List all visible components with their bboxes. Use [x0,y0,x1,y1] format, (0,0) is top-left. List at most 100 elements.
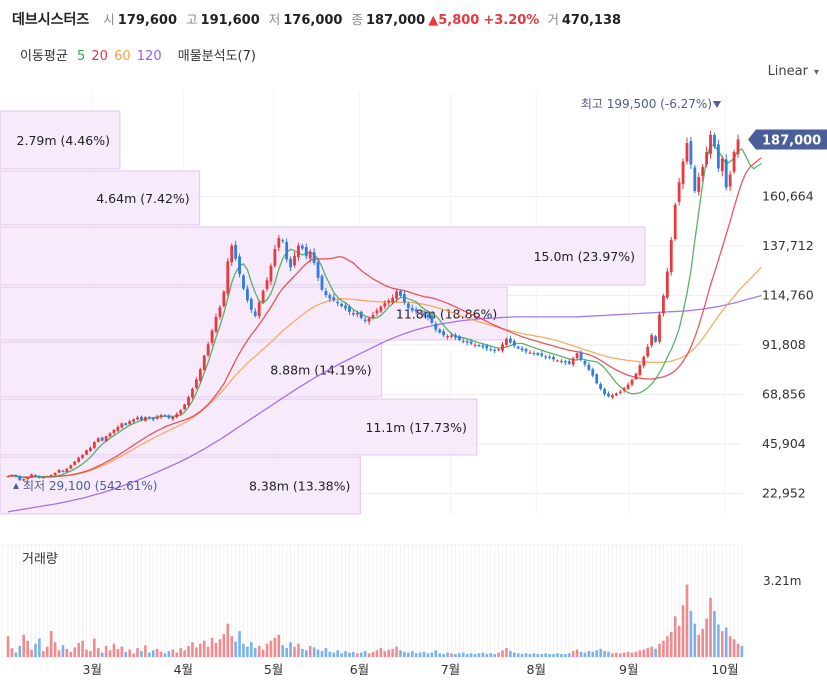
volume-bar [265,643,269,657]
candle-body [552,356,555,360]
min-price-marker [13,483,19,489]
volume-bar [183,650,186,657]
volume-bar [740,645,744,657]
candle-body [312,252,316,263]
candle-body [650,335,654,346]
volume-bar [497,652,500,657]
chart-annotations: 187,000 최고 199,500 (-6.27%) 최저 29,100 (542… [13,97,827,493]
volume-bar [505,648,508,657]
volume-bar [430,652,434,657]
ma-120-line [7,294,762,513]
volume-bar [615,652,618,657]
candle-body [434,323,438,330]
volume-bar [336,650,339,657]
volume-value: 470,138 [561,13,622,28]
volume-bar [250,642,253,657]
candle-body [304,246,308,257]
volume-bar [591,651,595,657]
candle-body [567,361,571,364]
scale-selector[interactable]: Linear ▾ [768,64,819,79]
volume-profile-label[interactable]: 매물분석도(7) [177,49,256,64]
volume-bar [53,642,57,657]
volume-bar [195,647,198,657]
candle-body [540,353,544,356]
volume-bar [477,653,481,657]
volume-bar [144,645,147,657]
volume-bar [642,649,646,657]
candle-body [92,442,96,448]
volume-bar [226,623,230,657]
volume-bar [697,634,701,657]
candle-body [53,472,57,476]
volume-bar [26,640,29,657]
candle-body [253,311,257,316]
volume-bar [308,645,312,657]
candle-body [528,352,532,354]
volume-bar [556,653,559,657]
candle-body [320,275,324,290]
candle-body [316,262,320,278]
x-axis: 3월 4월 5월 6월 7월 8월 9월 10월 [83,662,739,677]
volume-bar [458,653,461,657]
candle-body [607,393,610,397]
volume-bar [587,651,591,657]
candle-body [626,384,630,389]
candle-body [681,161,685,185]
candle-body [689,141,693,165]
x-tick-label: 5월 [264,662,283,677]
volume-bar [328,651,332,657]
candle-body [85,450,88,455]
volume-bar [387,649,390,657]
volume-label: 거 [547,12,559,27]
stock-name: 데브시스터즈 [12,12,90,28]
candle-body [387,300,391,303]
volume-bar [461,652,465,657]
volume-bar [516,653,520,657]
volume-bar [599,648,602,657]
candle-body [457,336,461,340]
candle-body [34,474,37,477]
candle-body [446,336,449,338]
volume-bar [666,636,669,657]
candle-body [391,297,395,303]
moving-average-label[interactable]: 이동평균 [20,49,68,64]
volume-bar [638,650,642,657]
candle-body [96,438,100,442]
change-percent: +3.20% [483,13,540,28]
volume-bar [371,651,375,657]
volume-bar [677,625,681,657]
high-value: 191,600 [200,13,260,28]
candle-body [595,374,599,384]
candle-body [81,455,84,458]
volume-bar [202,640,206,657]
volume-bar [383,651,387,657]
volume-bar [57,650,61,657]
volume-bar [159,651,163,657]
ma-5[interactable]: 5 [76,49,86,64]
volume-bar [469,653,473,657]
candle-body [136,417,139,420]
candle-body [559,360,563,362]
candle-body [246,288,249,301]
candle-body [261,290,265,302]
ma-20[interactable]: 20 [91,49,108,64]
candle-body [226,261,230,294]
ma-120[interactable]: 120 [136,49,162,64]
volume-bar [701,628,704,657]
candle-body [673,204,677,240]
ma-60[interactable]: 60 [114,49,131,64]
volume-bar [89,651,92,657]
scale-label: Linear [767,64,808,79]
candle-body [202,355,206,370]
low-value: 176,000 [283,13,343,28]
candle-body [375,310,379,314]
candle-body [732,151,736,172]
volume-bar [532,653,536,657]
volume-bar [685,584,689,657]
volume-bar [128,649,131,657]
x-tick-label: 6월 [350,662,369,677]
volume-bar [269,640,273,657]
volume-bar [485,654,489,657]
volume-bar [536,654,540,657]
